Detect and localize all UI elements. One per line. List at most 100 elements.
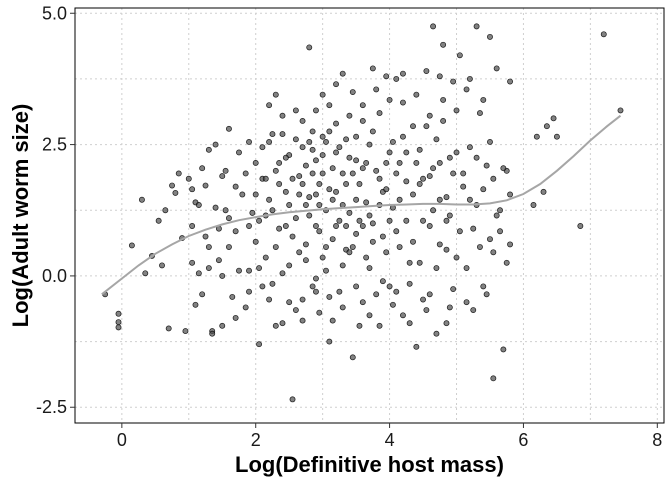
data-point	[256, 217, 263, 224]
data-point	[369, 220, 376, 227]
data-point	[500, 346, 507, 353]
data-point	[353, 230, 360, 237]
data-point	[443, 217, 450, 224]
data-point	[363, 160, 370, 166]
data-point	[386, 96, 393, 103]
data-point	[279, 112, 286, 119]
data-point	[115, 324, 122, 331]
data-point	[306, 139, 313, 145]
data-point	[440, 96, 447, 103]
data-point	[413, 91, 420, 98]
data-point	[420, 175, 426, 182]
data-point	[349, 244, 356, 250]
data-point	[279, 131, 286, 138]
data-point	[393, 288, 400, 295]
data-point	[483, 162, 490, 169]
data-point	[326, 128, 333, 135]
data-point	[416, 181, 423, 187]
y-axis-ticks: -2.5 0.0 2.5 5.0	[36, 3, 75, 417]
data-point	[400, 133, 406, 140]
data-point	[333, 81, 339, 88]
data-point	[246, 288, 252, 295]
data-point	[289, 175, 296, 182]
data-point	[336, 144, 343, 151]
data-point	[353, 133, 360, 140]
data-point	[483, 291, 490, 298]
data-point	[309, 146, 316, 153]
data-point	[169, 182, 176, 189]
data-point	[222, 167, 229, 174]
data-point	[189, 223, 196, 229]
data-point	[366, 212, 373, 219]
data-point	[386, 149, 393, 156]
panel-border	[74, 7, 665, 424]
data-point	[369, 238, 376, 245]
smooth-curve	[101, 114, 622, 296]
data-point	[450, 78, 457, 85]
data-point	[473, 154, 480, 161]
data-point	[292, 215, 299, 222]
data-point	[242, 170, 249, 177]
data-point	[386, 217, 393, 224]
data-point	[266, 196, 273, 203]
data-point	[316, 181, 323, 187]
data-point	[507, 78, 514, 85]
data-point	[353, 283, 360, 290]
data-point	[540, 188, 547, 195]
data-point	[302, 241, 309, 248]
data-point	[383, 160, 390, 166]
data-point	[359, 117, 366, 124]
data-point	[490, 375, 497, 382]
data-point	[329, 196, 336, 203]
data-point	[326, 338, 333, 345]
data-point	[195, 202, 202, 208]
data-point	[323, 267, 329, 274]
data-point	[286, 299, 293, 306]
data-point	[343, 223, 350, 229]
data-point	[215, 257, 222, 264]
data-point	[219, 173, 226, 180]
data-point	[276, 181, 283, 187]
data-point	[389, 139, 396, 145]
data-point	[299, 296, 306, 303]
data-point	[282, 188, 289, 195]
data-point	[313, 275, 319, 282]
data-point	[373, 167, 380, 174]
data-point	[286, 262, 293, 269]
data-point	[446, 304, 453, 311]
data-point	[313, 107, 319, 114]
data-point	[266, 139, 273, 145]
data-point	[252, 238, 259, 245]
data-point	[319, 170, 326, 177]
data-point	[259, 283, 266, 290]
data-point	[306, 212, 313, 219]
data-point	[550, 115, 557, 122]
data-point	[309, 128, 316, 135]
y-axis-title: Log(Adult worm size)	[8, 104, 33, 328]
y-tick-label: 2.5	[42, 135, 67, 155]
data-point	[410, 191, 416, 198]
data-point	[279, 320, 286, 327]
data-point	[313, 223, 319, 229]
data-point	[450, 170, 457, 177]
data-point	[403, 178, 410, 185]
data-point	[313, 288, 319, 295]
data-point	[490, 249, 497, 256]
data-point	[313, 191, 319, 198]
data-point	[236, 149, 242, 156]
data-point	[323, 244, 329, 250]
x-tick-label: 8	[652, 430, 662, 450]
data-point	[463, 86, 470, 93]
data-point	[423, 123, 430, 130]
data-point	[349, 354, 356, 361]
data-point	[369, 128, 376, 135]
data-point	[292, 136, 299, 143]
data-point	[346, 209, 353, 216]
data-point	[333, 149, 339, 156]
data-point	[423, 307, 430, 314]
data-point	[232, 314, 239, 321]
data-point	[493, 65, 500, 72]
data-point	[379, 278, 386, 285]
data-point	[346, 249, 353, 256]
